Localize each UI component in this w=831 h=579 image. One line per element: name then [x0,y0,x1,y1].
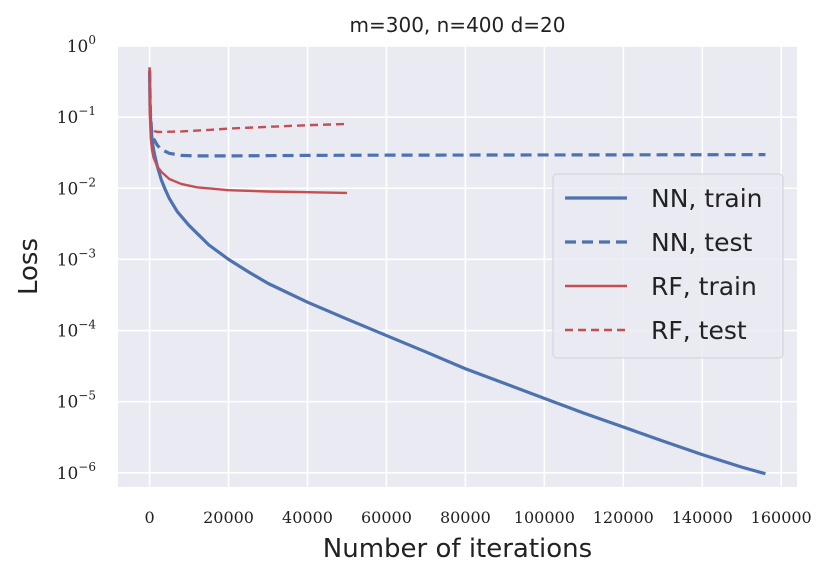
x-tick-label: 140000 [672,508,733,527]
legend-box [552,173,784,359]
y-tick-label: 10−6 [57,460,96,484]
series-line-rf-train [148,67,347,195]
chart-title: m=300, n=400 d=20 [350,13,566,37]
x-tick-label: 0 [144,508,154,527]
y-tick-label: 10−1 [57,104,96,128]
x-tick-label: 80000 [440,508,491,527]
legend-label: RF, train [651,272,757,301]
series-line-nn-train [147,70,766,476]
legend: NN, train NN, test RF, train RF, test [552,173,784,359]
legend-label: NN, train [651,184,763,213]
x-tick-label: 100000 [514,508,575,527]
y-tick-label: 10−3 [57,246,96,270]
legend-label: RF, test [651,316,747,345]
legend-label: NN, test [651,228,753,257]
x-tick-label: 60000 [361,508,412,527]
series-layer [147,67,766,476]
series-line-rf-test [148,67,348,134]
y-axis-label: Loss [14,238,44,295]
x-axis-label: Number of iterations [323,534,592,564]
x-tick-label: 160000 [751,508,812,527]
y-tick-label: 10−2 [57,175,96,199]
y-axis-ticks: 100 10−1 10−2 10−3 10−4 10−5 10−6 [57,33,97,484]
y-tick-label: 100 [67,33,96,57]
y-tick-label: 10−5 [57,389,96,413]
grid-lines [118,45,797,487]
x-tick-label: 20000 [203,508,254,527]
x-tick-label: 40000 [282,508,333,527]
x-axis-ticks: 0 20000 40000 60000 80000 100000 120000 140000 1… [144,508,811,527]
y-tick-label: 10−4 [57,318,97,342]
x-tick-label: 120000 [593,508,654,527]
